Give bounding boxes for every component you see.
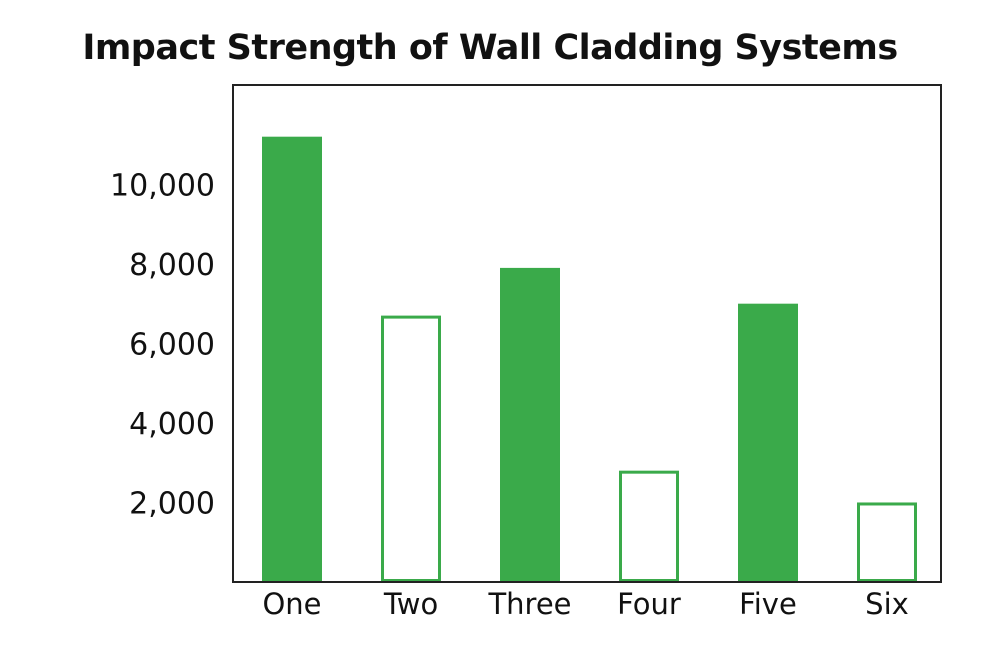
chart-title: Impact Strength of Wall Cladding Systems bbox=[82, 28, 898, 68]
bars-layer bbox=[262, 136, 917, 583]
x-label-two: Two bbox=[383, 587, 438, 621]
y-tick-label: 6,000 bbox=[129, 327, 215, 362]
bar-two bbox=[381, 315, 441, 582]
bar-four bbox=[619, 470, 679, 582]
x-label-five: Five bbox=[739, 587, 797, 621]
x-label-four: Four bbox=[617, 587, 681, 621]
bar-six bbox=[857, 502, 917, 583]
x-axis-labels: One Two Three Four Five Six bbox=[262, 587, 908, 621]
x-label-six: Six bbox=[865, 587, 909, 621]
plot-frame bbox=[232, 84, 942, 583]
x-label-three: Three bbox=[487, 587, 571, 621]
x-label-one: One bbox=[262, 587, 321, 621]
bar-three bbox=[500, 267, 560, 582]
y-tick-label: 8,000 bbox=[129, 248, 215, 283]
y-tick-label: 4,000 bbox=[129, 407, 215, 442]
y-tick-label: 10,000 bbox=[110, 168, 215, 203]
bar-one bbox=[262, 136, 322, 583]
bar-five bbox=[738, 303, 798, 582]
y-tick-label: 2,000 bbox=[129, 486, 215, 521]
y-axis-ticks: 2,000 4,000 6,000 8,000 10,000 bbox=[110, 168, 215, 521]
